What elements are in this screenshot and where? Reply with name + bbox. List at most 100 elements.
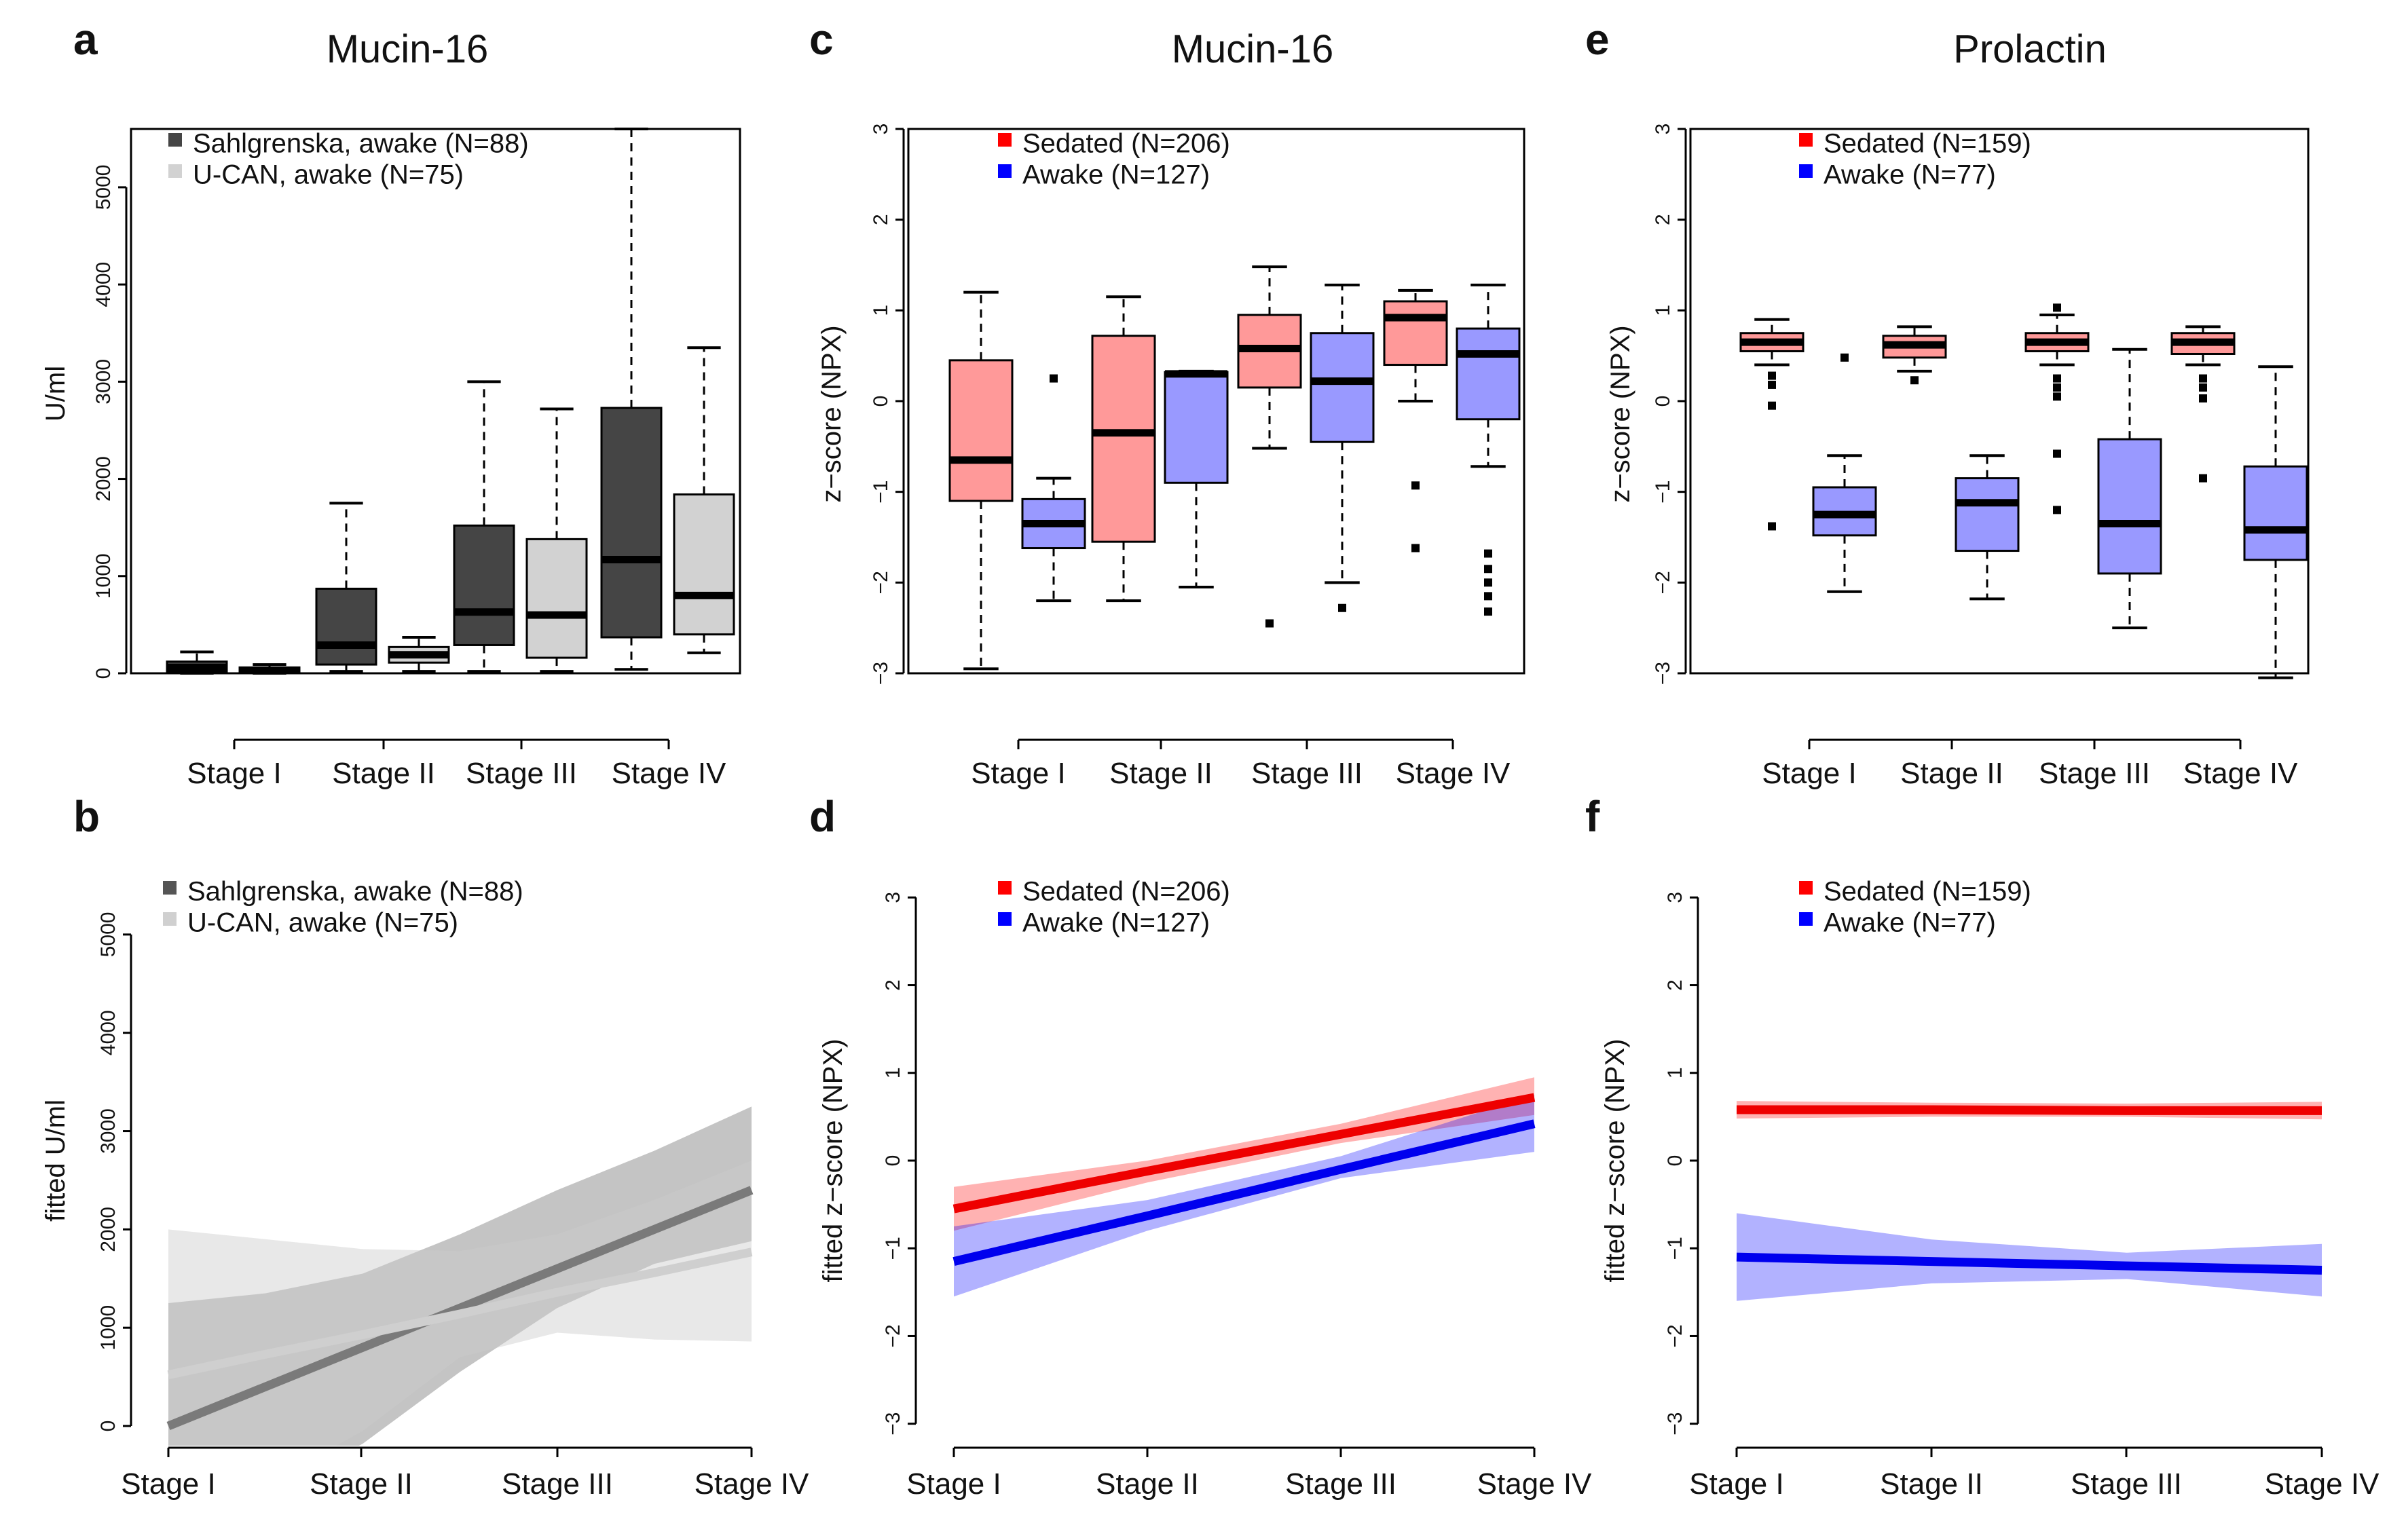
panel-a: a Mucin-16 0 1000 2000 3000 4000 5000 U/ml Stage …: [41, 15, 741, 790]
y-tick-label: −1: [882, 1237, 904, 1260]
legend-swatch: [1799, 133, 1813, 147]
panel-b: b 0 1000 2000 3000 4000 5000 fitted U/ml Stage I…: [41, 792, 809, 1501]
y-tick-label: −1: [1652, 481, 1674, 504]
outlier-point: [1265, 619, 1274, 628]
outlier-point: [2199, 474, 2207, 483]
box-stage-iv-series-1: [673, 346, 735, 654]
y-tick-label: 1: [1652, 305, 1674, 316]
legend-swatch: [998, 164, 1012, 178]
fit-line-series-1: [1736, 1252, 2322, 1275]
box-stage-i-series-1: [1021, 374, 1086, 603]
x-tick-label: Stage I: [121, 1467, 215, 1501]
y-axis-label: z−score (NPX): [817, 325, 847, 502]
box-iqr: [600, 407, 663, 639]
legend-label: Sedated (N=206): [1022, 877, 1230, 907]
x-tick-label: Stage III: [2039, 757, 2150, 790]
legend-swatch: [998, 912, 1012, 926]
outlier-point: [2199, 374, 2207, 383]
y-tick-label: 2: [882, 979, 904, 991]
legend-swatch: [168, 164, 182, 178]
box-stage-iii-series-1: [1310, 283, 1375, 612]
box-stage-iii-series-0: [1237, 265, 1302, 628]
x-tick-label: Stage IV: [1396, 757, 1511, 790]
box-stage-iii-series-1: [525, 407, 588, 673]
legend-label: Sedated (N=159): [1824, 129, 2031, 159]
x-tick-label: Stage IV: [612, 757, 726, 790]
x-tick-label: Stage I: [1689, 1467, 1783, 1501]
x-tick-label: Stage IV: [695, 1467, 809, 1501]
y-tick-label: 4000: [97, 1010, 119, 1055]
box-iqr: [1164, 371, 1229, 484]
y-tick-label: 0: [1652, 396, 1674, 407]
x-tick-label: Stage II: [310, 1467, 413, 1501]
legend-label: Sedated (N=159): [1824, 877, 2031, 907]
outlier-point: [2053, 506, 2061, 514]
y-tick-label: −1: [1664, 1237, 1686, 1260]
box-iqr: [315, 587, 377, 666]
box-stage-ii-series-1: [1955, 454, 2020, 601]
panel-c: c Mucin-16 −3 −2 −1 0 1 2 3 z−score (NPX) Stage I S…: [809, 15, 1525, 790]
x-tick-label: Stage III: [1251, 757, 1363, 790]
plot-area: [1736, 1101, 2322, 1301]
x-tick-label: Stage II: [1900, 757, 2003, 790]
outlier-point: [1768, 522, 1776, 531]
x-tick-label: Stage III: [466, 757, 577, 790]
y-tick-label: 2: [870, 214, 892, 225]
x-tick-label: Stage IV: [2265, 1467, 2380, 1501]
y-tick-label: 5000: [92, 165, 115, 210]
box-stage-ii-series-0: [1091, 295, 1156, 603]
box-stage-ii-series-0: [315, 502, 377, 673]
plot-frame: [907, 128, 1525, 675]
x-tick-label: Stage I: [971, 757, 1065, 790]
legend-label: U-CAN, awake (N=75): [193, 160, 464, 190]
x-tick-label: Stage III: [1285, 1467, 1396, 1501]
box-stage-iv-series-0: [600, 128, 663, 671]
legend-swatch: [998, 133, 1012, 147]
chart-title: Prolactin: [1953, 27, 2107, 71]
box-iqr: [1383, 300, 1448, 367]
x-tick-label: Stage I: [187, 757, 281, 790]
outlier-point: [1768, 380, 1776, 389]
fit-line-series-0: [166, 1186, 754, 1431]
outlier-point: [1411, 481, 1420, 490]
legend-label: U-CAN, awake (N=75): [187, 908, 458, 938]
legend-label: Sedated (N=206): [1022, 129, 1230, 159]
box-iqr: [2097, 438, 2162, 575]
fit-line-series-1: [167, 1247, 753, 1380]
confidence-band-series-1: [168, 1161, 752, 1446]
outlier-point: [1484, 549, 1492, 558]
y-tick-label: 3: [1652, 124, 1674, 135]
y-tick-label: 3000: [97, 1108, 119, 1154]
outlier-point: [1840, 353, 1849, 362]
box-iqr: [2243, 465, 2308, 561]
box-stage-iv-series-0: [2170, 325, 2236, 483]
legend-label: Sahlgrenska, awake (N=88): [187, 877, 523, 907]
legend-label: Sahlgrenska, awake (N=88): [193, 129, 529, 159]
y-axis-label: U/ml: [41, 366, 71, 421]
y-tick-label: 2: [1652, 214, 1674, 225]
box-stage-i-series-1: [1812, 353, 1877, 593]
box-iqr: [1456, 327, 1521, 421]
y-axis-label: fitted z−score (NPX): [818, 1038, 848, 1282]
box-stage-ii-series-0: [1882, 325, 1947, 385]
plot-area: [952, 1077, 1536, 1297]
box-iqr: [1091, 335, 1156, 543]
box-stage-iv-series-1: [2243, 365, 2308, 679]
panel-label: f: [1585, 792, 1600, 841]
box-iqr: [525, 538, 588, 659]
box-stage-iv-series-0: [1383, 288, 1448, 552]
panel-d: d −3 −2 −1 0 1 2 3 fitted z−score (NPX) Stage I St…: [809, 792, 1592, 1501]
plot-frame: [1689, 128, 2310, 675]
y-tick-label: 2000: [92, 456, 115, 502]
x-tick-label: Stage II: [1880, 1467, 1983, 1501]
plot-area: [166, 1106, 754, 1446]
y-tick-label: 1000: [92, 553, 115, 599]
legend-swatch: [163, 881, 177, 895]
outlier-point: [2199, 394, 2207, 402]
legend-swatch: [1799, 881, 1813, 895]
y-tick-label: −2: [882, 1324, 904, 1347]
y-tick-label: 4000: [92, 262, 115, 307]
outlier-point: [1484, 592, 1492, 601]
x-tick-label: Stage IV: [2183, 757, 2298, 790]
